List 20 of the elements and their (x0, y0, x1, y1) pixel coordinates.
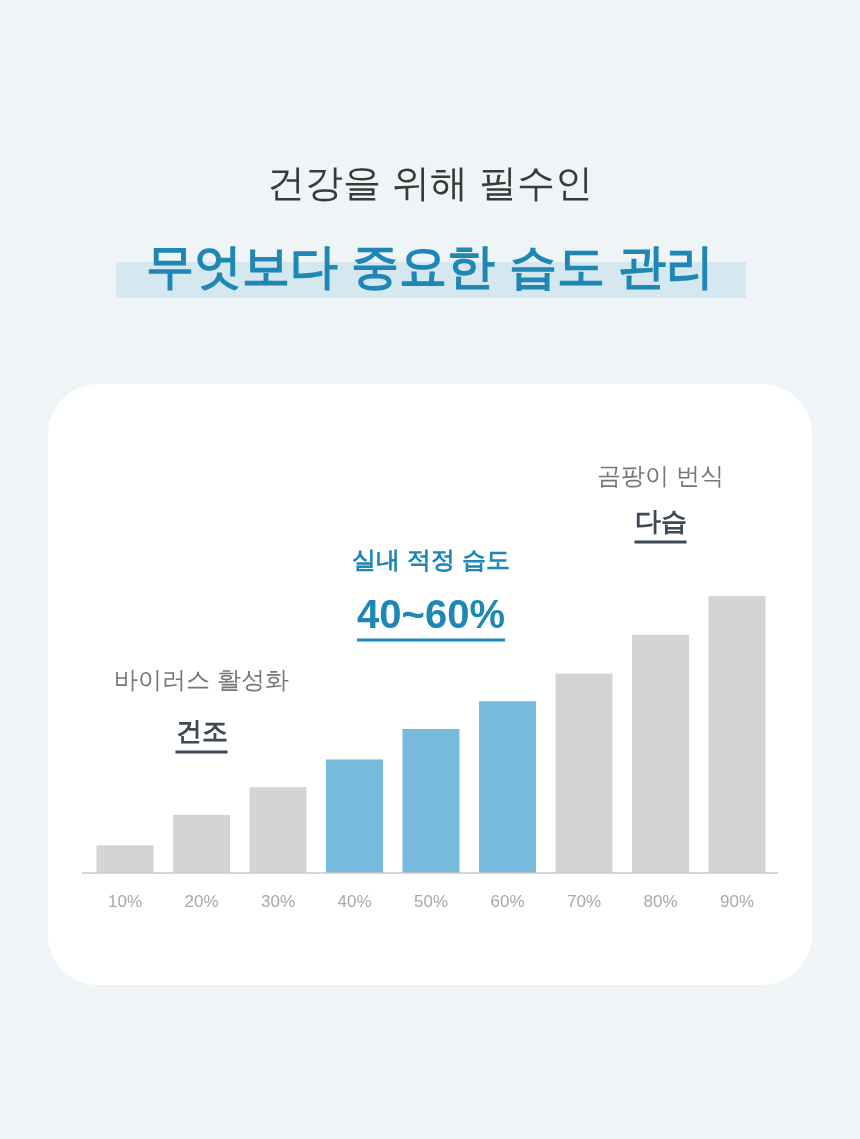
annotation: 40~60% (357, 592, 505, 636)
text: 실내 적정 습도 (352, 546, 510, 573)
x-tick-label: 20% (184, 892, 219, 911)
bar (479, 701, 536, 873)
x-tick-label: 10% (107, 892, 143, 911)
bar (402, 728, 460, 873)
x-tick-label: 30% (260, 892, 296, 911)
annotation: 바이러스 활성화 (114, 666, 289, 693)
x-tick-label: 50% (413, 892, 449, 911)
x-tick-label: 60% (490, 892, 525, 911)
x-tick-label: 80% (643, 892, 678, 911)
chart-subtitle: 무엇보다 중요한 습도 관리 (145, 240, 715, 293)
bar (326, 759, 383, 873)
annotation: 건조 (175, 716, 228, 746)
x-tick-label: 70% (566, 892, 602, 911)
text: 다습 (634, 506, 687, 536)
chart-title: 건강을 위해 필수인 (267, 162, 593, 204)
text: 곰팡이 번식 (597, 462, 724, 489)
x-tick-label: 90% (719, 892, 755, 911)
x-tick-label: 40% (337, 892, 372, 911)
